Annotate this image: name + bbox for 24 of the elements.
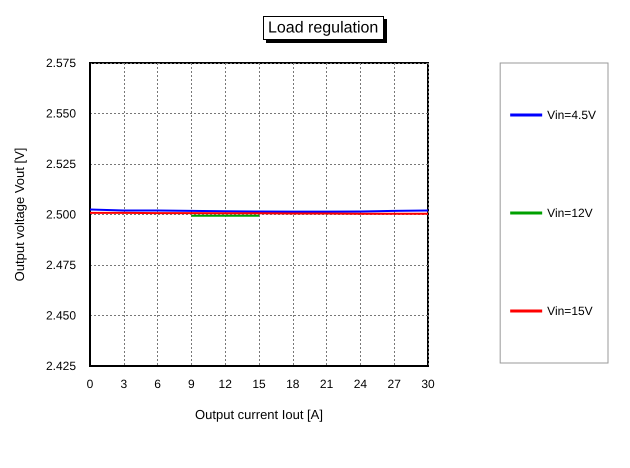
legend-label: Vin=4.5V [547, 108, 596, 122]
x-tick-label: 9 [188, 377, 196, 391]
x-tick-label: 18 [286, 377, 300, 391]
chart-title: Load regulation [268, 20, 378, 36]
legend-label: Vin=12V [547, 206, 593, 220]
x-tick-label: 30 [421, 377, 435, 391]
y-tick-label: 2.500 [46, 208, 76, 222]
x-tick-label: 0 [86, 377, 94, 391]
y-tick-label: 2.525 [46, 157, 76, 171]
x-tick-label: 24 [354, 377, 368, 391]
y-tick-label: 2.575 [46, 56, 76, 70]
y-axis-title: Output voltage Vout [V] [12, 148, 27, 282]
x-tick-label: 12 [218, 377, 232, 391]
x-tick-label: 27 [388, 377, 402, 391]
y-tick-label: 2.450 [46, 308, 76, 322]
x-tick-label: 21 [320, 377, 334, 391]
x-tick-label: 3 [120, 377, 128, 391]
y-tick-label: 2.425 [46, 359, 76, 373]
x-tick-label: 15 [252, 377, 266, 391]
y-tick-label: 2.475 [46, 258, 76, 272]
x-axis-title: Output current Iout [A] [195, 407, 323, 422]
x-tick-label: 6 [154, 377, 162, 391]
legend-label: Vin=15V [547, 304, 593, 318]
y-tick-label: 2.550 [46, 106, 76, 120]
